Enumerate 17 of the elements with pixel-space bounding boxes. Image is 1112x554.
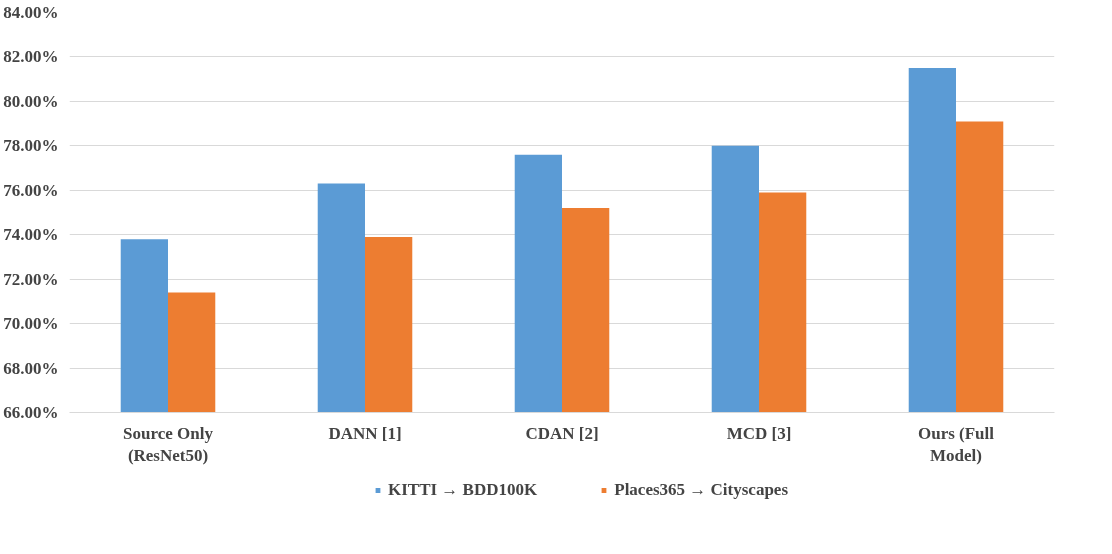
y-tick-label: 78.00% [3, 136, 59, 156]
legend-label: Places365 → Cityscapes [614, 480, 789, 500]
x-tick-label: Source Only (ResNet50) [123, 423, 214, 466]
y-tick-label: 70.00% [3, 314, 59, 334]
y-tick-label: 74.00% [3, 225, 59, 245]
x-tick-label: Ours (Full Model) [917, 423, 995, 466]
x-tick-label: CDAN [2] [525, 423, 599, 443]
legend-label: KITTI → BDD100K [387, 480, 538, 500]
y-tick-label: 72.00% [3, 269, 59, 289]
y-tick-label: 84.00% [3, 3, 59, 22]
y-tick-label: 82.00% [3, 47, 59, 67]
y-tick-label: 66.00% [3, 403, 59, 422]
x-tick-label: MCD [3] [726, 423, 792, 443]
x-tick-label: DANN [1] [328, 423, 402, 443]
y-tick-label: 68.00% [3, 358, 59, 378]
y-tick-label: 76.00% [3, 180, 59, 200]
y-tick-label: 80.00% [3, 91, 59, 111]
